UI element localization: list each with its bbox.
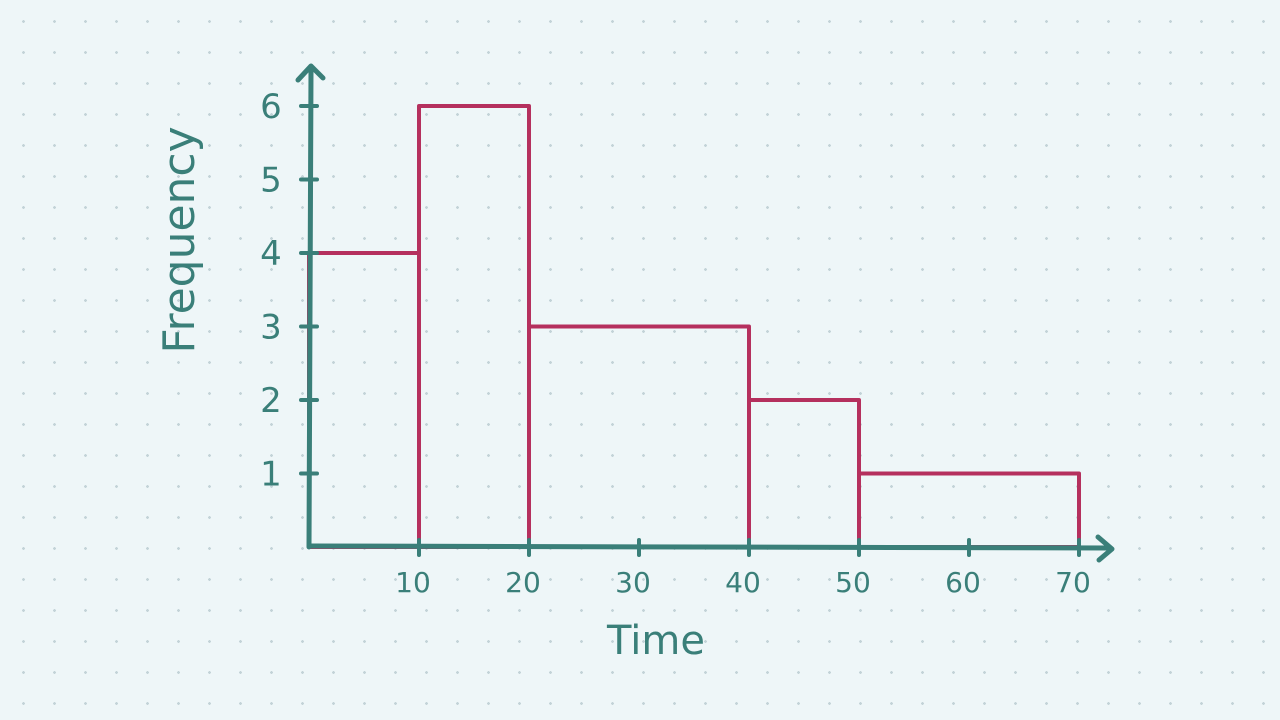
y-tick-label-2: 2 bbox=[260, 381, 282, 421]
y-axis-label: Frequency bbox=[154, 126, 205, 353]
x-tick-label-70: 70 bbox=[1055, 566, 1091, 599]
axes-layer bbox=[295, 63, 1115, 563]
y-tick-label-4: 4 bbox=[260, 234, 282, 274]
x-tick-label-10: 10 bbox=[395, 566, 431, 599]
bars-layer bbox=[307, 104, 1081, 549]
x-tick-label-60: 60 bbox=[945, 566, 981, 599]
x-tick-label-50: 50 bbox=[835, 566, 871, 599]
y-tick-label-3: 3 bbox=[260, 308, 282, 348]
ticks-layer: 10 20 30 40 50 60 70 1 2 3 4 5 6 bbox=[260, 87, 1091, 599]
x-axis-label: Time bbox=[606, 618, 705, 664]
histogram-bar-50-70 bbox=[857, 471, 1081, 549]
x-axis-line bbox=[306, 543, 1113, 551]
histogram-bar-0-10 bbox=[307, 251, 421, 549]
x-tick-label-40: 40 bbox=[725, 566, 761, 599]
y-axis-line bbox=[306, 67, 314, 550]
histogram-bar-10-20 bbox=[417, 104, 531, 549]
y-tick-label-1: 1 bbox=[260, 455, 282, 495]
x-axis-arrowhead bbox=[1095, 534, 1115, 563]
x-tick-label-20: 20 bbox=[505, 566, 541, 599]
histogram-bar-40-50 bbox=[747, 398, 861, 549]
x-tick-label-30: 30 bbox=[615, 566, 651, 599]
histogram-bar-20-40 bbox=[527, 324, 751, 549]
y-tick-label-5: 5 bbox=[260, 161, 282, 201]
y-axis-arrowhead bbox=[295, 63, 326, 83]
y-tick-label-6: 6 bbox=[260, 87, 282, 127]
